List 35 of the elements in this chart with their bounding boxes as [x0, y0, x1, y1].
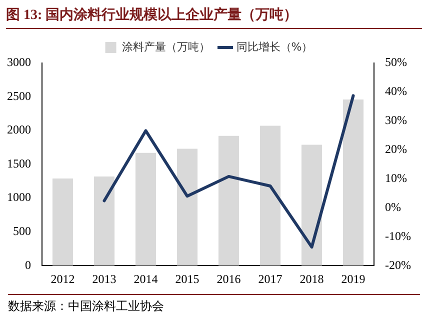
y-tick-label: 2500: [7, 88, 31, 103]
x-tick-label: 2012: [50, 272, 75, 286]
y2-tick-label: 30%: [385, 113, 408, 128]
x-tick-label: 2018: [300, 272, 324, 286]
source-note: 数据来源：中国涂料工业协会: [8, 294, 420, 315]
y-tick-label: 500: [13, 224, 31, 238]
y2-tick-label: 40%: [385, 84, 408, 98]
bar: [94, 176, 115, 266]
y-tick-label: 3000: [7, 55, 31, 70]
y-tick-label: 1000: [7, 190, 31, 204]
x-tick-label: 2013: [92, 272, 116, 286]
y2-tick-label: 10%: [385, 170, 408, 185]
x-tick-label: 2019: [341, 272, 366, 286]
bar: [342, 99, 364, 266]
legend-label: 同比增长（%）: [236, 40, 313, 54]
chart-title: 图 13: 国内涂料行业规模以上企业产量（万吨）: [6, 6, 422, 29]
y2-tick-label: 20%: [385, 142, 408, 156]
bar: [135, 152, 156, 266]
y-tick-label: 2000: [7, 122, 31, 137]
bar: [260, 126, 281, 266]
y2-tick-label: 0%: [385, 200, 402, 214]
x-tick-label: 2016: [216, 272, 241, 286]
bar: [301, 144, 322, 266]
y2-tick-label: -20%: [385, 258, 412, 272]
y-tick-label: 1500: [7, 156, 31, 170]
x-tick-label: 2015: [175, 272, 200, 286]
bar: [218, 136, 240, 266]
y2-tick-label: 50%: [385, 55, 408, 70]
y2-tick-label: -10%: [385, 228, 412, 243]
x-tick-label: 2017: [258, 272, 282, 286]
bar: [176, 148, 198, 266]
x-tick-label: 2014: [134, 272, 158, 286]
legend-label: 涂料产量（万吨）: [122, 40, 210, 54]
bar: [52, 178, 74, 266]
y-tick-label: 0: [25, 258, 31, 272]
